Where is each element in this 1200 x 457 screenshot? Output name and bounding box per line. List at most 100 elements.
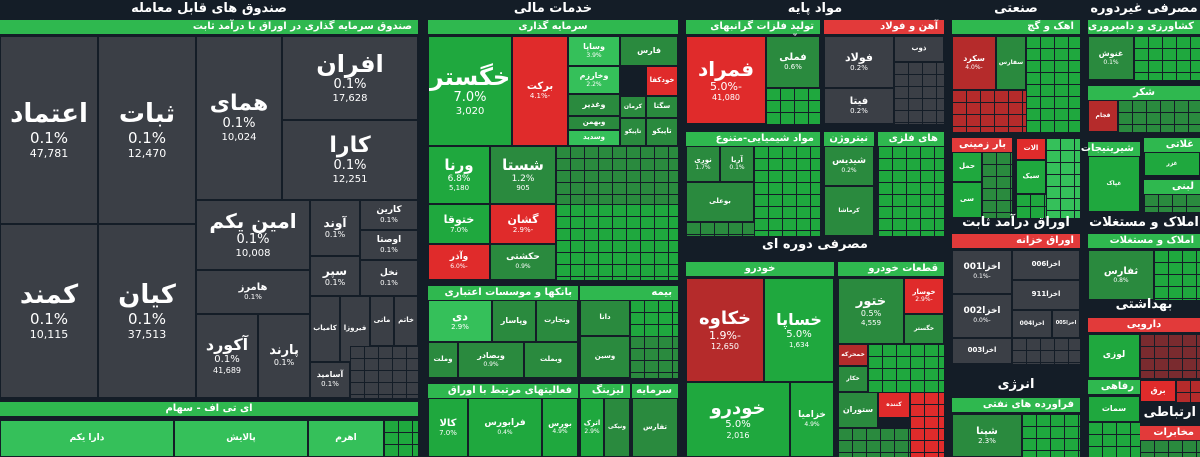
tile-khodkafa[interactable]: خودکفا: [646, 66, 678, 96]
tile-palayesh[interactable]: پالایش: [174, 420, 308, 457]
tile-hakashti[interactable]: حکشتی 0.9%: [490, 244, 556, 280]
tile-tafars[interactable]: تفارس: [632, 398, 678, 457]
tile-ghdam[interactable]: قجام: [1088, 100, 1118, 132]
tile-konande[interactable]: کننده: [878, 392, 910, 418]
tile-barkat[interactable]: برکت -4.1%: [512, 36, 568, 146]
sector-consumer-cyclical[interactable]: مصرفی دوره ای خودرو قطعات خودرو خکاوه -1…: [686, 236, 944, 457]
tile-atrak[interactable]: اترک 2.9%: [580, 398, 604, 457]
tile-sik[interactable]: سیک: [1016, 160, 1046, 194]
tile-satoran[interactable]: ستوران: [838, 392, 878, 428]
tile-akhza911[interactable]: اخزا911: [1012, 280, 1080, 310]
tile-khatam[interactable]: خاتم: [394, 296, 418, 346]
tile-si[interactable]: سی: [952, 182, 982, 218]
tile-vbmellat[interactable]: وبملت: [524, 342, 578, 378]
tile-akhza001[interactable]: اخزا001 -0.1%: [952, 250, 1012, 294]
tile-khodro[interactable]: خودرو 5.0% 2,016: [686, 382, 790, 457]
sector-fixed-income[interactable]: اوراق درآمد ثابت اوراق خزانه اخزا001 -0.…: [952, 214, 1080, 368]
tile-vpasar[interactable]: وپاسار: [492, 300, 536, 342]
tile-foolad[interactable]: فولاد 0.2%: [824, 36, 894, 88]
tile-akhza003[interactable]: اخزا003: [952, 338, 1012, 364]
tile-akhza002[interactable]: اخزا002 -0.0%: [952, 294, 1012, 338]
tile-kermasha[interactable]: کرماشا: [824, 186, 874, 236]
tile-farabors[interactable]: فرابورس 0.4%: [468, 398, 542, 457]
tile-vmellat[interactable]: وملت: [428, 342, 458, 378]
sector-industrial[interactable]: صنعتی اهک و گچ سکرد -4.0% سفارس بار زمین…: [952, 0, 1080, 218]
tile-fars[interactable]: فارس: [620, 36, 678, 66]
tile-khosar[interactable]: خوسار -2.9%: [904, 278, 944, 314]
tile-tapiko-2[interactable]: تاپیکو: [646, 118, 678, 146]
sector-consumer-staples[interactable]: مصرفی غیردوره ای کشاورزی و دامپروری غنوش…: [1081, 0, 1200, 212]
tile-khagostar[interactable]: خگستر 7.0% 3,020: [428, 36, 512, 146]
tile-khakar[interactable]: خکار: [838, 366, 868, 392]
tile-shasta[interactable]: شستا 1.2% 905: [490, 146, 556, 204]
tile-seghta[interactable]: سگتا: [646, 96, 678, 118]
sector-funds[interactable]: صندوق های قابل معامله صندوق سرمایه گذاری…: [0, 0, 418, 457]
tile-afran[interactable]: افران 0.1% 17,628: [282, 36, 418, 120]
tile-shidis[interactable]: شیدیس 0.2%: [824, 146, 874, 186]
tile-sfars[interactable]: سفارس: [996, 36, 1026, 90]
sector-energy[interactable]: انرژی فراورده های نفتی شپنا 2.3%: [952, 376, 1080, 457]
tile-hamal[interactable]: حمل: [952, 152, 982, 182]
tile-fameli[interactable]: فملی 0.6%: [766, 36, 820, 88]
tile-fita[interactable]: فیتا 0.2%: [824, 88, 894, 124]
tile-di[interactable]: دی 2.9%: [428, 300, 492, 342]
tile-semat[interactable]: سمات: [1088, 396, 1140, 422]
tile-khazamia[interactable]: خزامیا 4.9%: [790, 382, 834, 457]
tile-vader[interactable]: وآذر -6.0%: [428, 244, 490, 280]
tile-asamid[interactable]: آساميد 0.1%: [310, 362, 350, 398]
tile-sabat[interactable]: ثبات 0.1% 12,470: [98, 36, 196, 224]
tile-sakord[interactable]: سکرد -4.0%: [952, 36, 996, 90]
tile-tapiko[interactable]: تاپیکو: [620, 118, 646, 146]
tile-lozi[interactable]: لوزی: [1088, 334, 1140, 378]
tile-kamand[interactable]: کمند 0.1% 10,115: [0, 224, 98, 398]
tile-vkharazm[interactable]: وخارزم 2.2%: [568, 66, 620, 94]
tile-kamyab[interactable]: کامیاب: [310, 296, 340, 362]
tile-khakave[interactable]: خکاوه -1.9% 12,650: [686, 278, 764, 382]
tile-khamehrke[interactable]: خمحرکه: [838, 344, 868, 366]
tile-osta[interactable]: اوصتا 0.1%: [360, 230, 418, 260]
tile-varna[interactable]: ورنا 6.8% 5,180: [428, 146, 490, 204]
tile-boali[interactable]: بوعلی: [686, 182, 754, 222]
tile-bors[interactable]: بورس 4.9%: [542, 398, 578, 457]
tile-nakhl[interactable]: نخل 0.1%: [360, 260, 418, 296]
tile-dana[interactable]: دانا: [580, 300, 630, 336]
tile-ghonosh[interactable]: غنوش 0.1%: [1088, 36, 1134, 80]
tile-amin-yekom[interactable]: امین یکم 0.1% 10,008: [196, 200, 310, 270]
tile-kian[interactable]: کیان 0.1% 37,513: [98, 224, 196, 398]
tile-parand[interactable]: پارند 0.1%: [258, 314, 310, 398]
tile-vbsadr[interactable]: وبصادر 0.9%: [458, 342, 524, 378]
tile-vghadir[interactable]: وغدیر: [568, 94, 620, 116]
tile-khatoga[interactable]: ختوقا 7.0%: [428, 204, 490, 244]
tile-khgostar[interactable]: خگستر: [904, 314, 944, 344]
tile-khatoor[interactable]: ختور 0.5% 4,559: [838, 278, 904, 344]
tile-shepna[interactable]: شپنا 2.3%: [952, 414, 1022, 457]
tile-khasapa[interactable]: خساپا 5.0% 1,634: [764, 278, 834, 382]
tile-hamorz[interactable]: هامرز 0.1%: [196, 270, 310, 314]
tile-arya[interactable]: آریا 0.1%: [720, 146, 754, 182]
tile-ghopak[interactable]: غپاک: [1088, 156, 1140, 212]
tile-kerman[interactable]: کرمان: [620, 96, 646, 118]
tile-akhza006[interactable]: اخزا006: [1012, 250, 1080, 280]
tile-vtejarat[interactable]: وتجارت: [536, 300, 578, 342]
tile-famrad[interactable]: فمراد -5.0% 41,080: [686, 36, 766, 124]
tile-mani[interactable]: مانی: [370, 296, 394, 346]
tile-vsadid[interactable]: وسدید: [568, 130, 620, 146]
tile-kala[interactable]: کالا 7.0%: [428, 398, 468, 457]
tile-akord[interactable]: آکورد 0.1% 41,689: [196, 314, 258, 398]
sector-real-estate[interactable]: املاک و مستغلات املاک و مستغلات ثفارس 0.…: [1088, 214, 1200, 300]
tile-kara[interactable]: کارا 0.1% 12,251: [282, 120, 418, 200]
tile-akhza005[interactable]: اخزا005: [1052, 310, 1080, 338]
tile-avand[interactable]: آوند 0.1%: [310, 200, 360, 256]
tile-noori[interactable]: نوری 1.7%: [686, 146, 720, 182]
tile-ahrom[interactable]: اهرم: [308, 420, 384, 457]
sector-basic-materials[interactable]: مواد پایه تولید فلزات گرانبهای غیرآهن آه…: [686, 0, 944, 252]
tile-homay[interactable]: همای 0.1% 10,024: [196, 36, 282, 200]
tile-etemad[interactable]: اعتماد 0.1% 47,781: [0, 36, 98, 224]
tile-karin[interactable]: کارین 0.1%: [360, 200, 418, 230]
tile-vbahman[interactable]: وبهمن: [568, 116, 620, 130]
tile-gashan[interactable]: گشان -2.9%: [490, 204, 556, 244]
sector-financial[interactable]: خدمات مالی سرمایه گذاری خگستر 7.0% 3,020…: [428, 0, 678, 457]
tile-vsin[interactable]: وسین: [580, 336, 630, 378]
tile-tfars[interactable]: ثفارس 0.8%: [1088, 250, 1154, 300]
sector-health[interactable]: بهداشتی دارویی لوزی: [1088, 296, 1200, 378]
